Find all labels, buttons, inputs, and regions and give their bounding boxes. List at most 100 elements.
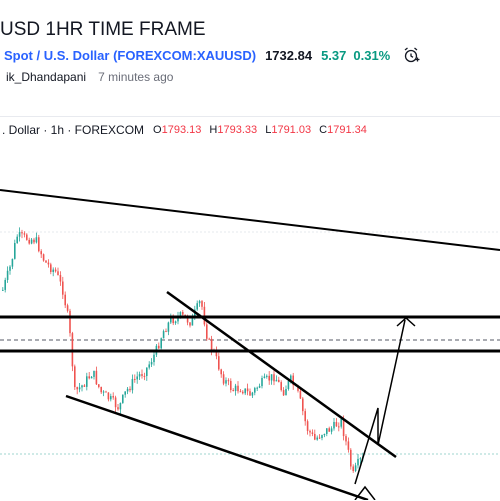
candle-body [359, 458, 362, 460]
candle-body [357, 458, 359, 466]
candle-body [323, 433, 326, 436]
candle-body [302, 398, 304, 412]
idea-title: USD 1HR TIME FRAME [0, 19, 206, 40]
ohlc-values: O1793.13 H1793.33 L1791.03 C1791.34 [153, 124, 372, 136]
candle-body [328, 428, 330, 432]
candle-body [86, 376, 88, 387]
candle-body [33, 239, 35, 243]
drawings[interactable] [0, 189, 500, 500]
candle-body [177, 316, 179, 322]
candle-body [220, 369, 222, 375]
candle-body [57, 271, 59, 276]
candle-body [299, 390, 302, 399]
symbol-change-percent: 0.31% [353, 47, 391, 63]
author-name[interactable]: ik_Dhandapani [6, 70, 87, 84]
candle-body [28, 239, 30, 244]
candle-body [21, 232, 23, 234]
candle-body [23, 233, 26, 235]
candle-body [254, 388, 256, 393]
price-guides [0, 231, 500, 455]
chart-legend: . Dollar · 1h · FOREXCOM O1793.13 H1793.… [2, 122, 372, 138]
ohlc-open-value: 1793.13 [161, 124, 202, 136]
symbol-row: Spot / U.S. Dollar (FOREXCOM:XAUUSD) 173… [4, 46, 420, 64]
candle-body [189, 322, 191, 326]
candle-body [160, 338, 162, 349]
candle-body [237, 385, 239, 392]
candle-body [287, 381, 290, 390]
candle-body [138, 374, 141, 377]
projection-path [354, 319, 406, 485]
candle-body [2, 289, 4, 291]
candle-body [165, 331, 167, 333]
candle-body [280, 382, 282, 391]
candle-body [162, 331, 165, 339]
candle-body [256, 387, 258, 389]
candle-body [261, 378, 263, 387]
candle-body [62, 281, 64, 295]
candle-body [52, 269, 54, 273]
candle-body [210, 338, 213, 351]
candle-body [124, 391, 126, 395]
candle-body [352, 466, 354, 471]
candle-body [76, 387, 78, 390]
candle-body [69, 310, 71, 334]
candle-body [38, 237, 40, 252]
candle-body [66, 305, 69, 311]
candle-body [126, 388, 129, 392]
ohlc-open-label: O [153, 124, 162, 136]
symbol-link[interactable]: Spot / U.S. Dollar (FOREXCOM:XAUUSD) [4, 47, 257, 63]
candle-body [114, 397, 117, 408]
candle-body [314, 433, 316, 440]
candle-body [316, 437, 318, 440]
candle-body [107, 392, 110, 400]
candle-body [242, 391, 244, 394]
candle-body [309, 430, 311, 433]
candle-body [258, 386, 261, 388]
candle-body [14, 243, 16, 259]
candle-body [318, 437, 321, 439]
candle-body [110, 396, 112, 400]
candle-body [40, 251, 42, 255]
candle-body [74, 366, 76, 388]
candle-body [90, 376, 93, 379]
candle-body [153, 354, 155, 363]
candle-body [174, 321, 177, 324]
candle-body [304, 411, 306, 422]
candle-body [326, 428, 328, 434]
candle-body [117, 407, 119, 410]
candle-body [9, 266, 11, 271]
candle-body [64, 294, 66, 306]
symbol-price: 1732.84 [265, 47, 313, 63]
candle-body [206, 324, 208, 339]
candle-body [42, 254, 45, 261]
idea-header: USD 1HR TIME FRAME Spot / U.S. Dollar (F… [0, 0, 500, 100]
candle-body [350, 449, 352, 467]
candle-body [201, 301, 203, 307]
chart-area[interactable] [0, 116, 500, 501]
candle-body [146, 367, 148, 377]
candle-body [122, 394, 124, 403]
candle-body [191, 315, 194, 326]
ohlc-low-value: 1791.03 [271, 124, 312, 136]
candle-body [172, 317, 174, 324]
candle-body [338, 426, 340, 428]
candle-body [136, 376, 138, 380]
candle-body [297, 385, 299, 391]
candle-body [340, 419, 342, 427]
candle-body [345, 436, 347, 442]
candle-body [134, 378, 136, 380]
candle-body [227, 380, 230, 382]
candle-body [59, 275, 62, 282]
legend-title: . Dollar · 1h · FOREXCOM [2, 123, 145, 137]
candle-body [11, 258, 14, 267]
candle-body [278, 379, 280, 383]
candle-body [311, 432, 314, 434]
alarm-clock-plus-icon[interactable] [402, 46, 420, 64]
candle-body [263, 376, 266, 379]
candle-body [50, 264, 52, 273]
ohlc-close-value: 1791.34 [327, 124, 367, 136]
candle-body [81, 385, 83, 388]
long-trendline [0, 189, 500, 251]
candle-body [285, 389, 287, 396]
